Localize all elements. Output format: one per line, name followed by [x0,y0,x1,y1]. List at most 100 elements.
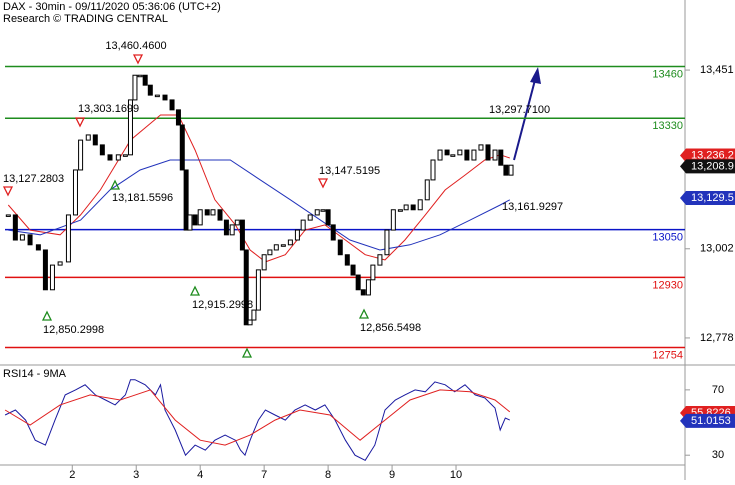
chart-title: DAX - 30min - 09/11/2020 05:36:06 (UTC+2… [3,1,221,13]
rsi-badge-label: 51.0153 [691,415,731,427]
candle [403,204,409,211]
candle [355,274,361,291]
price-badge-label: 13,208.9 [691,160,734,172]
candle [417,199,423,211]
candle [397,209,403,212]
pivot-marker [317,178,329,189]
y-tick-label: 13,002 [700,243,734,255]
rsi-line [4,389,511,446]
candle [307,214,313,221]
candle [210,209,216,216]
candle [325,209,331,226]
candle [360,289,366,296]
price-badge [680,148,735,163]
level-label: 13330 [652,120,683,132]
level-label: 12754 [652,349,683,361]
price-badge-label: 13,129.5 [691,192,734,204]
price-badge [680,159,735,174]
candle [243,249,249,326]
candle [464,149,470,161]
level-label: 12930 [652,279,683,291]
candle [197,209,203,226]
rsi-title: RSI14 - 9MA [3,368,67,380]
candle [314,209,320,216]
annotation: 13,147.5195 [319,165,380,177]
x-tick-label: 4 [197,469,203,480]
candle [485,144,491,161]
candle [261,254,267,271]
candle [175,109,181,126]
candle [154,94,160,98]
candle [204,209,210,216]
candle [377,254,383,266]
annotation: 13,460.4600 [105,40,166,52]
level-label: 13460 [652,68,683,80]
candle [57,261,63,266]
y-tick-label: 30 [712,449,724,461]
pivot-marker [41,310,53,321]
candle [132,74,138,101]
price-badge-label: 13,236.2 [691,149,734,161]
candle [320,209,326,212]
candle [508,164,514,176]
candle [72,169,78,216]
candle [498,149,504,166]
candle [330,224,336,241]
y-tick-label: 13,451 [700,64,734,76]
candle [19,234,25,241]
candle [162,94,168,101]
candle [187,214,193,231]
annotation: 12,856.5498 [360,322,421,334]
candle [192,214,198,226]
annotation: 12,850.2998 [43,324,104,336]
candle [384,229,390,256]
moving-average [8,159,511,251]
candle [390,209,396,231]
candle [344,254,350,266]
annotation: 12,915.2998 [192,299,253,311]
candle [255,269,261,311]
candle [430,159,436,181]
candle [27,234,33,246]
candle [169,99,175,111]
candle [65,214,71,263]
candle [122,154,128,157]
candle [183,169,189,231]
candle [273,244,279,251]
candle [280,244,286,247]
moving-average [7,114,510,263]
candle [142,74,148,86]
candle [267,249,273,256]
candle [247,319,253,326]
candle [410,204,416,211]
candle [147,84,153,96]
candle [35,244,41,251]
candle [251,309,257,321]
candle [127,99,133,156]
candle [471,149,477,161]
annotation: 13,161.9297 [502,201,563,213]
candle [92,134,98,146]
pivot-marker [358,308,370,319]
candle [137,74,143,78]
candle [99,144,105,156]
candle [239,219,245,251]
candle [85,134,91,141]
candle [370,264,376,281]
y-tick-label: 70 [712,384,724,396]
pivot-marker [189,285,201,296]
candle [294,229,300,241]
candle [107,154,113,161]
candle [492,149,498,161]
annotation: 13,297.7100 [489,104,550,116]
candle [350,264,356,276]
pivot-marker [109,179,121,190]
candle [49,264,55,291]
chart-subtitle: Research © TRADING CENTRAL [3,13,168,25]
candle [115,154,121,161]
candle [287,239,293,246]
candle [365,279,371,296]
candle [337,239,343,256]
